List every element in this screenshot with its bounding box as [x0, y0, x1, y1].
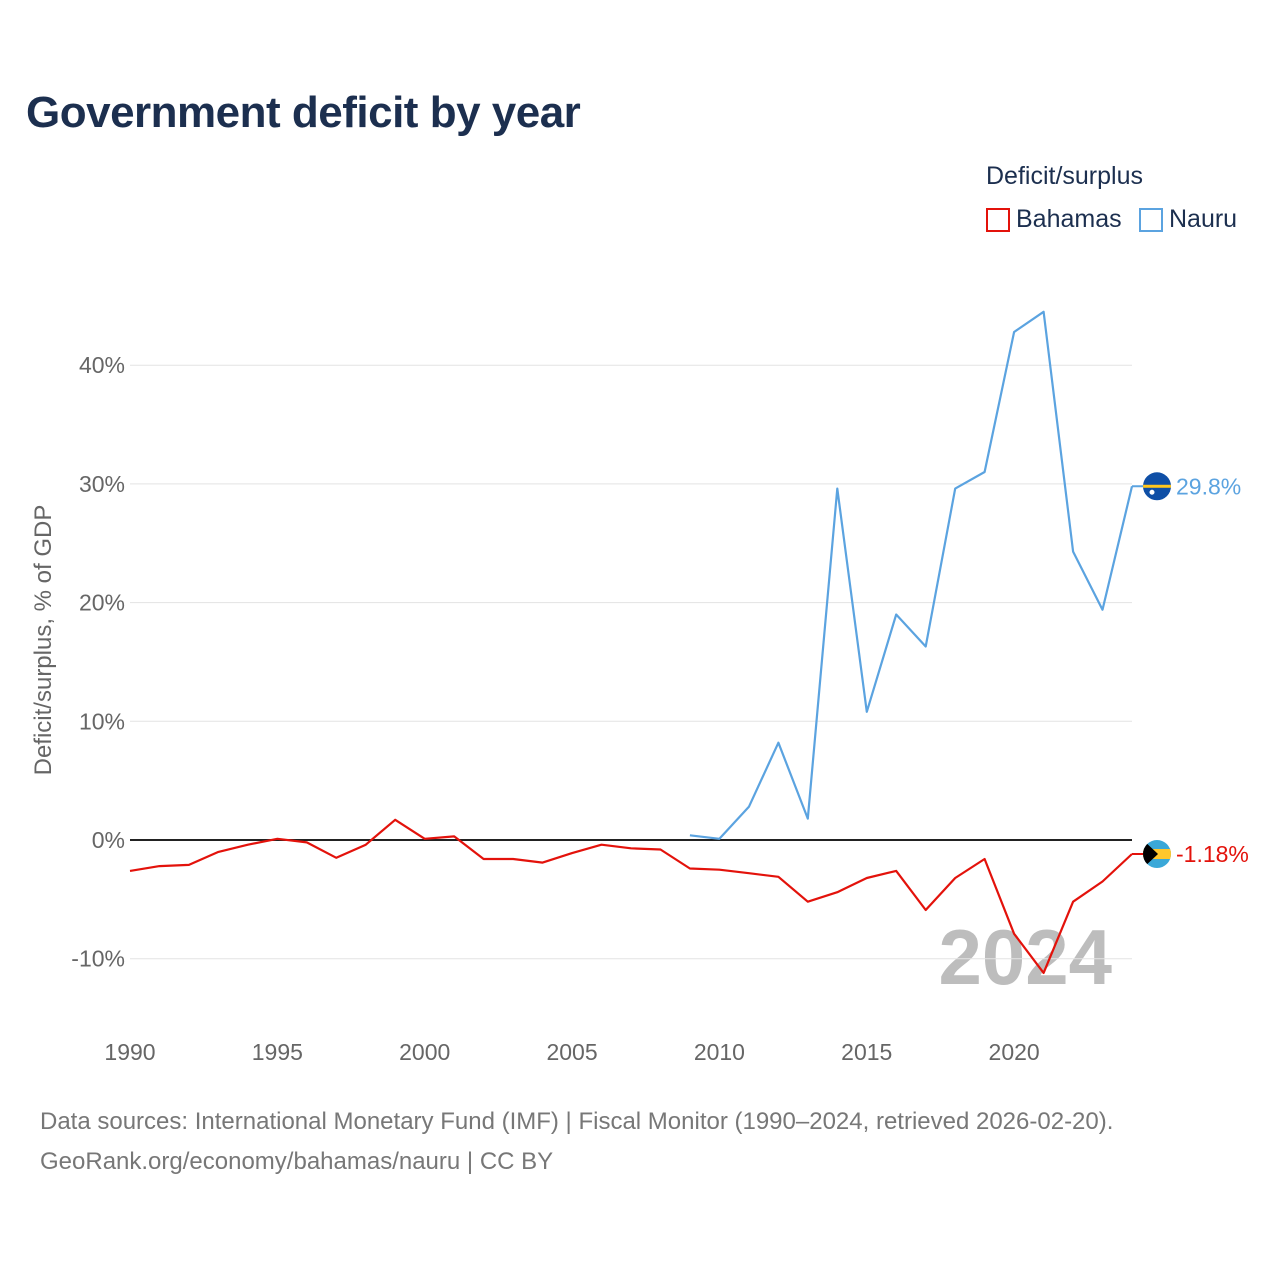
data-point-bahamas	[452, 834, 456, 838]
x-tick-label: 1995	[252, 1039, 303, 1065]
data-point-bahamas	[187, 863, 191, 867]
data-point-bahamas	[1101, 880, 1105, 884]
data-point-bahamas	[216, 850, 220, 854]
data-point-bahamas	[983, 857, 987, 861]
data-point-nauru	[983, 470, 987, 474]
y-tick-label: 30%	[79, 471, 125, 497]
data-point-nauru	[1071, 550, 1075, 554]
data-point-bahamas	[541, 861, 545, 865]
data-point-bahamas	[393, 818, 397, 822]
x-tick-label: 1990	[104, 1039, 155, 1065]
data-point-bahamas	[806, 900, 810, 904]
data-point-bahamas	[1012, 932, 1016, 936]
legend-title: Deficit/surplus	[986, 162, 1143, 190]
data-point-bahamas	[1042, 971, 1046, 975]
y-axis-label: Deficit/surplus, % of GDP	[30, 505, 57, 776]
series-line-nauru	[689, 310, 1134, 840]
y-tick-label: 10%	[79, 708, 125, 734]
data-point-bahamas	[482, 857, 486, 861]
legend-swatch-bahamas	[986, 207, 1010, 232]
data-point-nauru	[835, 487, 839, 491]
x-tick-label: 2000	[399, 1039, 450, 1065]
data-point-bahamas	[894, 869, 898, 873]
y-tick-label: 40%	[79, 352, 125, 378]
legend-label-nauru: Nauru	[1169, 205, 1238, 233]
data-point-nauru	[894, 612, 898, 616]
data-point-bahamas	[865, 876, 869, 880]
end-value-label-bahamas: -1.18%	[1176, 841, 1249, 867]
data-point-bahamas	[570, 851, 574, 855]
legend-label-bahamas: Bahamas	[1016, 205, 1122, 233]
data-point-bahamas	[717, 868, 721, 872]
data-point-nauru	[717, 837, 721, 841]
data-point-bahamas	[600, 843, 604, 847]
data-point-bahamas	[688, 866, 692, 870]
data-point-bahamas	[364, 843, 368, 847]
x-tick-label: 2015	[841, 1039, 892, 1065]
data-point-nauru	[953, 487, 957, 491]
nauru-flag-icon	[1143, 472, 1171, 501]
data-point-nauru	[924, 645, 928, 649]
x-tick-label: 2020	[989, 1039, 1040, 1065]
end-value-label-nauru: 29.8%	[1176, 473, 1241, 499]
y-tick-label: 0%	[92, 827, 125, 853]
data-point-bahamas	[629, 846, 633, 850]
data-point-bahamas	[157, 864, 161, 868]
data-point-bahamas	[128, 869, 132, 873]
data-point-bahamas	[423, 837, 427, 841]
legend-item-nauru[interactable]: Nauru	[1139, 205, 1237, 234]
data-point-bahamas	[511, 857, 515, 861]
chart-title: Government deficit by year	[26, 88, 581, 137]
data-point-bahamas	[1071, 900, 1075, 904]
data-point-bahamas	[776, 875, 780, 879]
data-point-nauru	[1130, 484, 1134, 488]
data-point-nauru	[865, 710, 869, 714]
data-point-nauru	[688, 833, 692, 837]
series-line-bahamas	[129, 818, 1133, 975]
data-point-bahamas	[334, 856, 338, 860]
data-point-bahamas	[953, 876, 957, 880]
y-tick-label: -10%	[71, 946, 125, 972]
data-point-bahamas	[275, 837, 279, 841]
x-tick-label: 2005	[546, 1039, 597, 1065]
data-point-nauru	[747, 805, 751, 809]
data-point-bahamas	[246, 843, 250, 847]
footer-sources: Data sources: International Monetary Fun…	[40, 1108, 1114, 1135]
data-point-nauru	[1101, 608, 1105, 612]
data-point-nauru	[1042, 310, 1046, 314]
legend-swatch-nauru	[1139, 207, 1163, 232]
data-point-bahamas	[305, 840, 309, 844]
data-point-nauru	[1012, 330, 1016, 334]
legend-item-bahamas[interactable]: Bahamas	[986, 205, 1122, 234]
data-point-bahamas	[1130, 852, 1134, 856]
data-point-bahamas	[658, 847, 662, 851]
data-point-bahamas	[747, 871, 751, 875]
year-watermark: 2024	[938, 913, 1112, 1001]
data-point-nauru	[806, 817, 810, 821]
y-tick-label: 20%	[79, 590, 125, 616]
data-point-nauru	[776, 741, 780, 745]
data-point-bahamas	[835, 890, 839, 894]
data-point-bahamas	[924, 908, 928, 912]
bahamas-flag-icon	[1143, 840, 1171, 869]
footer-credit: GeoRank.org/economy/bahamas/nauru | CC B…	[40, 1148, 554, 1175]
x-tick-label: 2010	[694, 1039, 745, 1065]
